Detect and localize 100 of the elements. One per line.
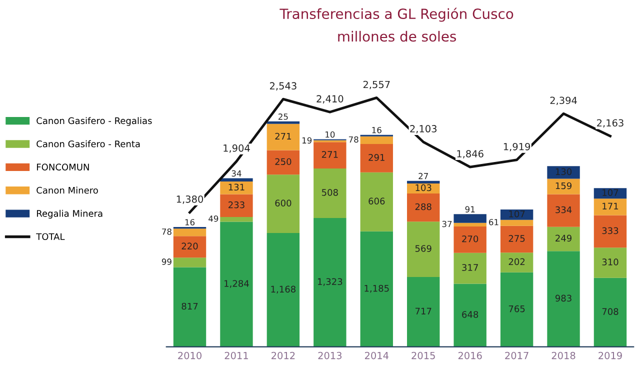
data-label: 16 <box>372 126 382 134</box>
bar <box>220 178 253 182</box>
bar <box>220 182 253 194</box>
legend-label: Canon Gasifero - Regalias <box>36 117 152 126</box>
data-label: 202 <box>508 258 525 266</box>
bar <box>594 278 627 347</box>
x-tick-label: 2011 <box>224 352 248 360</box>
legend-label: TOTAL <box>36 233 65 240</box>
bar <box>500 209 534 220</box>
bar <box>360 172 393 232</box>
data-label: 107 <box>602 189 618 196</box>
bar <box>266 124 300 150</box>
data-label: 270 <box>462 235 478 242</box>
data-label: 2,410 <box>316 95 344 104</box>
bar <box>500 220 534 226</box>
bar <box>360 231 393 347</box>
bar <box>173 228 206 236</box>
bar <box>500 252 534 272</box>
bar <box>220 222 253 347</box>
data-label: 1,380 <box>176 195 204 204</box>
data-label: 600 <box>275 200 292 206</box>
bar <box>173 236 206 258</box>
data-label: 2,103 <box>410 125 436 134</box>
bar <box>407 194 440 222</box>
data-label: 271 <box>322 151 338 158</box>
data-label: 233 <box>228 201 244 208</box>
data-label: 16 <box>185 219 195 226</box>
data-label: 508 <box>322 189 338 196</box>
bar <box>594 188 627 199</box>
bar <box>594 248 627 278</box>
data-label: 2,394 <box>550 96 577 106</box>
bar <box>547 226 580 252</box>
data-label: 19 <box>302 137 312 144</box>
bar <box>220 194 253 217</box>
data-label: 1,284 <box>224 280 249 288</box>
x-tick-label: 2013 <box>318 352 342 360</box>
data-label: 103 <box>416 184 432 192</box>
data-label: 1,919 <box>504 142 530 152</box>
data-label: 291 <box>368 154 384 161</box>
data-label: 317 <box>462 264 478 271</box>
data-label: 606 <box>368 198 385 205</box>
bar <box>594 198 627 216</box>
data-label: 1,904 <box>224 144 250 153</box>
x-tick-label: 2014 <box>364 352 388 360</box>
data-label: 708 <box>602 308 618 315</box>
x-tick-label: 2018 <box>552 352 576 360</box>
text: millones de soles <box>338 30 456 42</box>
data-label: 61 <box>489 218 498 226</box>
bar <box>547 194 580 227</box>
data-label: 27 <box>418 172 428 180</box>
data-label: 37 <box>442 220 452 228</box>
data-label: 765 <box>508 305 525 312</box>
data-label: 171 <box>602 202 618 210</box>
data-label: 34 <box>232 170 242 177</box>
data-label: 717 <box>415 308 432 314</box>
x-tick-label: 2015 <box>412 352 435 360</box>
legend-label: FONCOMUN <box>37 164 89 170</box>
data-label: 288 <box>415 203 432 210</box>
data-label: 49 <box>208 215 218 222</box>
bar <box>454 222 486 227</box>
bar <box>173 267 206 347</box>
legend-label: Canon Minero <box>36 186 98 194</box>
data-label: 2,543 <box>270 82 296 91</box>
legend-label: Regalia Minera <box>37 210 102 219</box>
bar <box>314 168 346 218</box>
bar <box>500 226 534 253</box>
data-label: 275 <box>508 235 525 242</box>
data-label: 1,168 <box>271 286 296 294</box>
data-label: 159 <box>556 182 572 190</box>
bar <box>314 142 346 168</box>
data-label: 250 <box>275 158 292 166</box>
bar <box>266 150 300 175</box>
bar <box>266 174 300 234</box>
bar <box>407 180 440 184</box>
bar <box>220 216 253 222</box>
data-label: 2,557 <box>363 80 390 90</box>
bar <box>454 252 486 284</box>
data-label: 2,163 <box>597 119 624 128</box>
data-label: 817 <box>182 302 198 310</box>
bar <box>360 136 393 144</box>
data-label: 220 <box>182 242 198 250</box>
bar <box>547 166 580 179</box>
bar <box>266 121 300 124</box>
data-label: 130 <box>556 168 572 176</box>
bar <box>407 276 440 347</box>
bar <box>314 218 346 347</box>
data-label: 648 <box>462 311 478 318</box>
bar <box>594 215 627 248</box>
data-label: 25 <box>278 114 288 120</box>
bar <box>454 214 486 223</box>
x-tick-label: 2019 <box>598 352 622 360</box>
legend-label: Canon Gasifero - Renta <box>36 140 140 148</box>
data-label: 131 <box>228 184 244 191</box>
x-tick-label: 2012 <box>272 352 295 360</box>
data-label: 1,185 <box>364 284 389 293</box>
bar <box>173 258 206 268</box>
data-label: 983 <box>555 294 572 302</box>
data-label: 1,323 <box>318 278 342 286</box>
data-label: 91 <box>465 206 475 212</box>
data-label: 107 <box>509 210 525 218</box>
